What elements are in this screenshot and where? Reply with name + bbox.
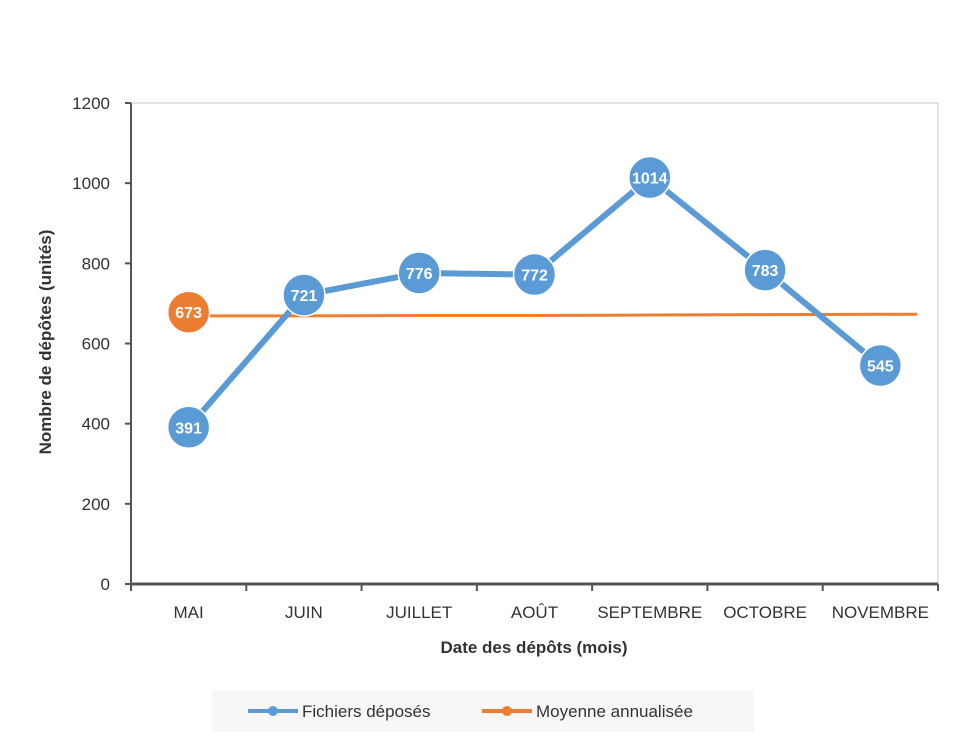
series-layer: 391 721 776 772 1014 783 545 673 [166,155,918,450]
x-axis-title: Date des dépôts (mois) [440,638,627,657]
x-tick-label: SEPTEMBRE [597,603,702,622]
x-tick-label: AOÛT [511,603,558,622]
data-label-fichiers: 721 [291,288,318,305]
legend-label-fichiers: Fichiers déposés [302,702,431,721]
data-point-moyenne [166,290,211,334]
legend-swatch-marker-moyenne [502,706,512,716]
data-label-moyenne: 673 [175,305,202,322]
data-point-fichiers [166,405,211,450]
data-point-fichiers [512,252,557,297]
data-label-fichiers: 776 [406,266,433,283]
x-tick-label: OCTOBRE [723,603,807,622]
y-tick-label: 400 [82,415,110,434]
y-tick-label: 600 [82,335,110,354]
y-tick-label: 1200 [72,94,110,113]
x-tick-label: MAI [174,603,204,622]
x-axis-tick-labels: MAI JUIN JUILLET AOÛT SEPTEMBRE OCTOBRE NOVEMB… [174,603,929,622]
y-tick-label: 800 [82,254,110,273]
y-axis-title: Nombre de dépôtes (unités) [36,230,55,455]
data-label-fichiers: 783 [752,263,779,280]
data-label-fichiers: 391 [175,420,202,437]
data-label-fichiers: 545 [867,359,894,376]
y-axis-tick-labels: 0 200 400 600 800 1000 1200 [72,94,131,594]
x-tick-label: JUILLET [386,603,452,622]
plot-border [130,102,939,585]
data-point-fichiers [628,155,672,200]
legend-swatch-marker-fichiers [268,706,278,716]
y-tick-label: 200 [82,495,110,514]
data-point-fichiers [858,343,903,388]
data-label-fichiers: 772 [521,268,548,285]
data-point-fichiers [743,248,787,292]
data-label-fichiers: 1014 [632,171,668,188]
legend: Fichiers déposés Moyenne annualisée [212,690,754,732]
data-point-fichiers [397,251,441,295]
x-tick-label: NOVEMBRE [832,603,929,622]
y-tick-label: 1000 [72,174,110,193]
legend-label-moyenne: Moyenne annualisée [536,702,693,721]
data-point-fichiers [282,273,326,317]
plot-area [130,102,939,591]
y-tick-label: 0 [101,575,110,594]
x-tick-label: JUIN [285,603,323,622]
